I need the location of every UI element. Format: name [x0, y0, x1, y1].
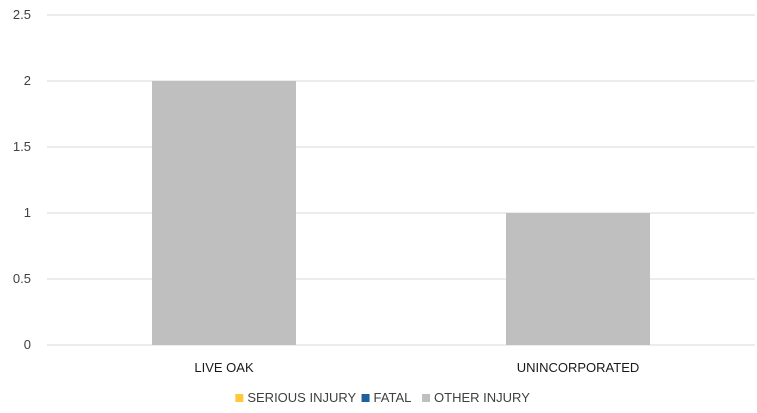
- legend-swatch-fatal: [361, 394, 370, 402]
- legend-label: OTHER INJURY: [434, 390, 530, 405]
- legend-swatch-serious-injury: [235, 394, 244, 402]
- x-category-label: LIVE OAK: [194, 360, 254, 375]
- y-tick-label: 0.5: [13, 271, 31, 286]
- legend-swatch-other-injury: [422, 394, 431, 402]
- y-tick-label: 1: [24, 205, 31, 220]
- x-category-label: UNINCORPORATED: [517, 360, 640, 375]
- y-tick-label: 2: [24, 73, 31, 88]
- legend: SERIOUS INJURY FATAL OTHER INJURY: [235, 390, 530, 405]
- legend-label: SERIOUS INJURY: [247, 390, 356, 405]
- bar-other-injury-live-oak: [152, 81, 296, 345]
- y-tick-label: 2.5: [13, 7, 31, 22]
- bars: [152, 81, 650, 345]
- y-tick-label: 0: [24, 337, 31, 352]
- legend-label: FATAL: [374, 390, 412, 405]
- y-axis-tick-labels: 0 0.5 1 1.5 2 2.5: [13, 7, 31, 352]
- x-axis-category-labels: LIVE OAK UNINCORPORATED: [194, 360, 639, 375]
- y-tick-label: 1.5: [13, 139, 31, 154]
- bar-other-injury-unincorporated: [506, 213, 650, 345]
